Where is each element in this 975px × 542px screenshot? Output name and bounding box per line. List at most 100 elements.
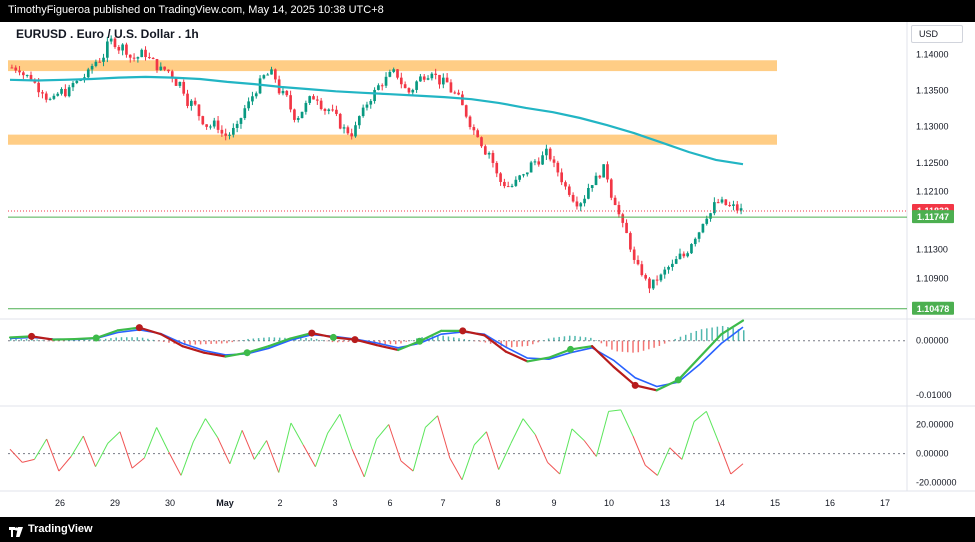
osc1-histogram-bar	[727, 327, 729, 341]
candle-body	[560, 172, 563, 183]
osc1-histogram-bar	[658, 340, 661, 346]
candle-body	[335, 109, 338, 114]
candle-body	[499, 173, 502, 182]
osc1-bear-cross-marker	[459, 327, 467, 335]
candle-body	[609, 179, 613, 198]
osc2-line-segment	[730, 463, 744, 475]
osc1-histogram-bar	[52, 340, 54, 342]
osc1-histogram-bar	[537, 340, 539, 343]
footer-bar	[0, 517, 975, 542]
osc1-histogram-bar	[205, 340, 207, 345]
candle-body	[44, 93, 48, 100]
osc1-main-line-segment	[655, 378, 680, 392]
osc1-histogram-bar	[147, 338, 149, 341]
osc1-histogram-bar	[189, 340, 191, 345]
osc1-histogram-bar	[563, 336, 566, 341]
osc1-main-line-segment	[677, 355, 701, 382]
currency-selector[interactable]: USD	[911, 25, 963, 43]
date-tick-label: 8	[495, 498, 500, 508]
osc1-main-line-segment	[267, 337, 292, 348]
osc1-histogram-bar	[405, 340, 408, 342]
candle-body	[327, 109, 331, 112]
candle-body	[392, 69, 396, 72]
candle-body	[357, 116, 361, 126]
candle-body	[243, 108, 247, 119]
candle-body	[659, 274, 663, 281]
osc1-histogram-bar	[616, 340, 618, 352]
osc1-bull-cross-marker	[243, 349, 251, 357]
osc1-main-line-segment	[181, 345, 206, 354]
candle-body	[94, 61, 98, 66]
osc1-main-line-segment	[202, 351, 227, 358]
candle-body	[686, 253, 689, 257]
osc1-histogram-bar	[347, 340, 349, 342]
candle-body	[148, 57, 151, 59]
candle-body	[739, 208, 743, 211]
candle-body	[251, 96, 254, 102]
osc1-histogram-bar	[637, 340, 640, 353]
candle-body	[33, 80, 37, 83]
osc1-histogram-bar	[315, 338, 318, 341]
candle-body	[403, 84, 407, 89]
osc1-histogram-bar	[574, 335, 576, 341]
candle-body	[201, 116, 205, 125]
candle-body	[37, 82, 40, 93]
price-tick-label: 1.14000	[916, 49, 949, 59]
candle-body	[594, 175, 598, 186]
candle-body	[697, 232, 701, 239]
tradingview-logo[interactable]: TradingView	[9, 521, 93, 537]
osc2-line-segment	[107, 431, 121, 444]
osc1-histogram-bar	[120, 337, 123, 341]
candle-body	[625, 222, 628, 234]
candle-body	[312, 96, 315, 100]
osc1-histogram-bar	[263, 337, 265, 341]
candle-body	[693, 238, 697, 245]
osc1-histogram-bar	[46, 340, 49, 342]
osc1-histogram-bar	[532, 340, 534, 345]
osc1-main-line-segment	[159, 333, 184, 348]
osc1-bull-cross-marker	[92, 334, 100, 342]
candle-body	[266, 74, 270, 76]
candle-body	[117, 47, 121, 51]
price-tick-label: 1.11300	[916, 244, 948, 254]
osc1-histogram-bar	[226, 340, 228, 344]
osc2-line-segment	[34, 438, 48, 460]
osc2-line-segment	[693, 410, 707, 422]
candle-body	[10, 67, 14, 69]
osc1-histogram-bar	[389, 340, 392, 345]
candle-body	[67, 87, 71, 97]
osc1-main-line-segment	[52, 337, 76, 341]
osc1-histogram-bar	[553, 337, 555, 341]
candle-body	[102, 57, 105, 62]
osc1-histogram-bar	[342, 340, 344, 343]
osc1-histogram-bar	[716, 326, 719, 341]
osc1-tick-label: -0.01000	[916, 390, 952, 400]
candle-body	[170, 71, 174, 79]
osc1-histogram-bar	[706, 328, 708, 341]
date-tick-label: 9	[551, 498, 556, 508]
osc1-histogram-bar	[326, 340, 328, 342]
symbol-title[interactable]: EURUSD . Euro / U.S. Dollar . 1h	[16, 27, 199, 41]
osc2-line-segment	[718, 441, 732, 475]
candle-body	[48, 98, 52, 100]
osc1-histogram-bar	[152, 339, 154, 341]
tradingview-brand: TradingView	[28, 523, 93, 535]
osc1-histogram-bar	[542, 340, 545, 341]
publish-info: TimothyFigueroa published on TradingView…	[8, 4, 384, 16]
candle-body	[411, 89, 415, 93]
date-tick-label: 15	[770, 498, 780, 508]
osc1-histogram-bar	[632, 340, 634, 353]
candle-body	[640, 264, 644, 276]
candle-body	[90, 65, 94, 70]
candle-body	[545, 148, 548, 156]
candle-body	[648, 278, 651, 289]
osc2-line-segment	[547, 461, 561, 475]
candle-body	[457, 92, 460, 95]
osc1-histogram-bar	[695, 330, 698, 341]
osc1-main-line-segment	[461, 329, 486, 337]
osc1-histogram-bar	[547, 338, 550, 341]
candle-body	[716, 202, 720, 204]
candle-body	[293, 109, 296, 120]
osc2-line-segment	[632, 435, 646, 466]
